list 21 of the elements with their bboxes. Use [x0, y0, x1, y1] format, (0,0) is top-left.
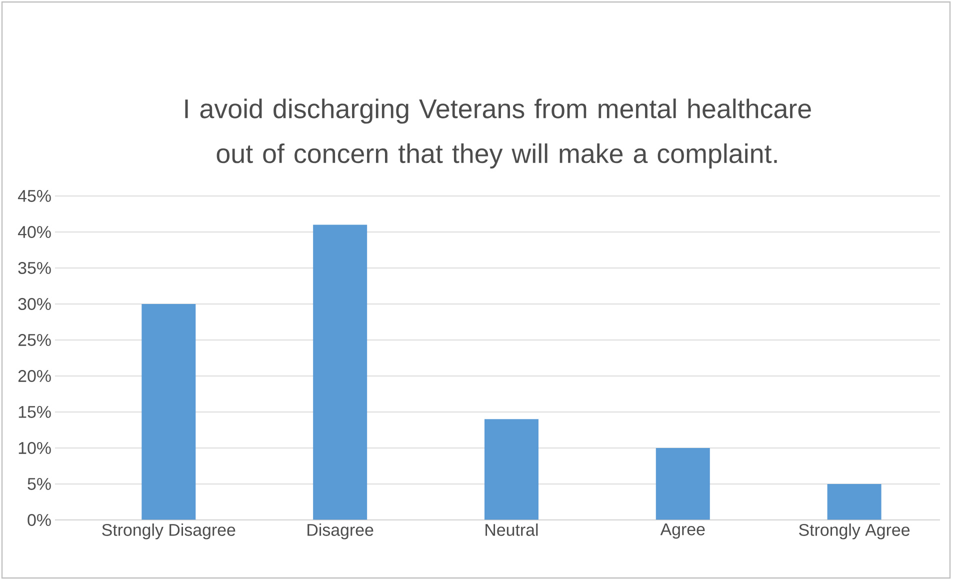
y-tick-label: 25%	[18, 334, 51, 346]
bar	[827, 484, 882, 520]
bar	[484, 419, 538, 520]
chart-title: I avoid discharging Veterans from mental healthcare out of concern that they will make a complaint.	[185, 98, 811, 168]
y-tick-label: 10%	[18, 442, 51, 454]
y-tick-label: 45%	[18, 190, 51, 202]
x-tick-label: Disagree	[308, 524, 374, 540]
x-tick-label: Strongly Disagree	[102, 524, 236, 540]
bar	[656, 448, 710, 520]
x-tick-label: Strongly Agree	[799, 524, 910, 540]
x-tick-label: Agree	[660, 524, 705, 539]
y-tick-label: 30%	[18, 298, 51, 310]
y-tick-label: 5%	[28, 478, 51, 490]
y-tick-label: 40%	[18, 226, 51, 238]
y-tick-label: 20%	[18, 370, 51, 382]
bar	[313, 224, 368, 520]
y-tick-label: 35%	[18, 262, 51, 274]
x-tick-label: Neutral	[486, 524, 538, 536]
y-tick-label: 0%	[28, 514, 51, 526]
bar	[142, 304, 196, 520]
y-tick-label: 15%	[18, 406, 51, 418]
